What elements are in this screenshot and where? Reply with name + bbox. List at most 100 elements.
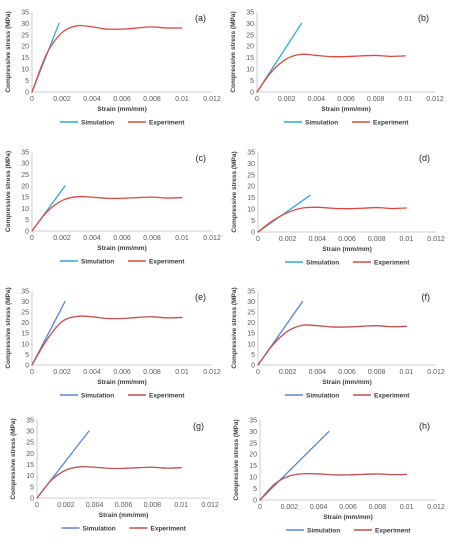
panel-label: (f) (422, 292, 431, 302)
y-tick-label: 0 (253, 497, 257, 504)
x-tick-label: 0.002 (53, 369, 71, 376)
y-tick-label: 5 (30, 484, 34, 491)
y-tick-label: 5 (25, 78, 29, 85)
y-tick-label: 0 (251, 362, 255, 369)
y-tick-label: 15 (21, 55, 29, 62)
x-tick-label: 0.008 (368, 369, 386, 376)
x-tick-label: 0.01 (175, 369, 189, 376)
y-tick-label: 35 (26, 417, 34, 424)
y-tick-label: 10 (26, 473, 34, 480)
y-tick-label: 35 (247, 149, 255, 156)
x-tick-label: 0.006 (113, 96, 131, 103)
y-tick-label: 0 (251, 229, 255, 236)
legend-label-experiment: Experiment (149, 392, 185, 399)
panel-label: (c) (196, 153, 207, 163)
x-tick-label: 0 (258, 504, 262, 511)
chart-panel-f: 0 5 10 15 20 25 30 35 0 0.002 0.004 0.006 0.008 0.01 0… (231, 287, 445, 399)
chart-panel-g: 0 5 10 15 20 25 30 35 0 0.002 0.004 0.006 0.008 0.01 0… (10, 417, 219, 532)
x-tick-label: 0.004 (83, 235, 101, 242)
x-tick-label: 0.01 (400, 369, 414, 376)
legend-label-experiment: Experiment (149, 119, 185, 126)
y-tick-label: 35 (247, 288, 255, 295)
x-tick-label: 0.008 (369, 504, 387, 511)
y-tick-label: 15 (247, 195, 255, 202)
x-tick-label: 0 (256, 236, 260, 243)
y-axis-title: Compressive stress (MPa) (231, 287, 238, 368)
chart-panel-a: 0 5 10 15 20 25 30 35 0 0.002 0.004 0.006 0.008 0.01 0… (5, 9, 221, 126)
y-axis-title: Compressive stress (MPa) (10, 418, 17, 499)
x-tick-label: 0.012 (427, 369, 445, 376)
y-tick-label: 10 (21, 206, 29, 213)
panel-label: (a) (195, 13, 206, 23)
y-tick-label: 35 (249, 417, 257, 424)
y-tick-label: 30 (247, 299, 255, 306)
x-tick-label: 0.002 (57, 502, 75, 509)
x-tick-label: 0.012 (427, 236, 445, 243)
x-axis-title: Strain (mm/mm) (97, 379, 146, 386)
x-tick-label: 0.006 (337, 96, 355, 103)
x-tick-label: 0.006 (338, 236, 356, 243)
x-tick-label: 0.008 (367, 96, 385, 103)
y-tick-label: 0 (30, 495, 34, 502)
y-tick-label: 0 (25, 228, 29, 235)
legend-label-experiment: Experiment (374, 392, 410, 399)
y-tick-label: 10 (249, 475, 257, 482)
x-tick-label: 0.012 (203, 369, 221, 376)
x-tick-label: 0.008 (368, 236, 386, 243)
x-tick-label: 0.008 (144, 502, 162, 509)
panel-label: (g) (193, 421, 204, 431)
y-tick-label: 35 (246, 9, 254, 16)
legend-label-simulation: Simulation (81, 258, 114, 265)
y-tick-label: 30 (249, 429, 257, 436)
x-tick-label: 0.006 (113, 235, 131, 242)
y-tick-label: 30 (247, 161, 255, 168)
x-tick-label: 0.012 (426, 96, 444, 103)
x-tick-label: 0.012 (203, 96, 221, 103)
y-tick-label: 25 (249, 440, 257, 447)
y-tick-label: 15 (246, 55, 254, 62)
y-axis-title: Compressive stress (MPa) (5, 151, 12, 232)
y-tick-label: 5 (251, 218, 255, 225)
x-tick-label: 0 (30, 96, 34, 103)
y-tick-label: 20 (26, 451, 34, 458)
y-tick-label: 5 (250, 78, 254, 85)
x-tick-label: 0.004 (308, 96, 326, 103)
x-tick-label: 0.008 (143, 96, 161, 103)
legend-label-experiment: Experiment (151, 525, 187, 532)
series-line-experiment (31, 315, 183, 366)
y-tick-label: 25 (247, 172, 255, 179)
y-tick-label: 25 (26, 440, 34, 447)
y-tick-label: 10 (21, 341, 29, 348)
y-tick-label: 20 (247, 184, 255, 191)
y-tick-label: 0 (25, 89, 29, 96)
x-axis-title: Strain (mm/mm) (97, 245, 146, 252)
y-tick-label: 10 (246, 67, 254, 74)
y-tick-label: 20 (21, 44, 29, 51)
y-axis-title: Compressive stress (MPa) (5, 287, 12, 368)
y-tick-label: 25 (21, 310, 29, 317)
x-tick-label: 0.002 (53, 96, 71, 103)
legend-label-experiment: Experiment (374, 259, 410, 266)
legend-label-simulation: Simulation (81, 392, 114, 399)
legend-label-simulation: Simulation (81, 119, 114, 126)
panel-label: (d) (419, 153, 430, 163)
y-tick-label: 20 (249, 452, 257, 459)
legend-label-experiment: Experiment (373, 119, 409, 126)
x-tick-label: 0.004 (83, 369, 101, 376)
y-tick-label: 35 (21, 288, 29, 295)
y-tick-label: 10 (247, 207, 255, 214)
x-tick-label: 0 (30, 369, 34, 376)
y-tick-label: 20 (21, 320, 29, 327)
y-tick-label: 10 (21, 67, 29, 74)
y-tick-label: 0 (250, 89, 254, 96)
y-tick-label: 30 (21, 299, 29, 306)
x-tick-label: 0.004 (309, 369, 327, 376)
x-tick-label: 0.01 (400, 504, 414, 511)
y-tick-label: 20 (247, 320, 255, 327)
legend-label-experiment: Experiment (149, 258, 185, 265)
x-tick-label: 0.002 (281, 504, 299, 511)
chart-panel-d: 0 5 10 15 20 25 30 35 0 0.002 0.004 0.006 0.008 0.01 0… (231, 149, 445, 266)
x-axis-title: Strain (mm/mm) (322, 379, 371, 386)
x-tick-label: 0.012 (427, 504, 445, 511)
